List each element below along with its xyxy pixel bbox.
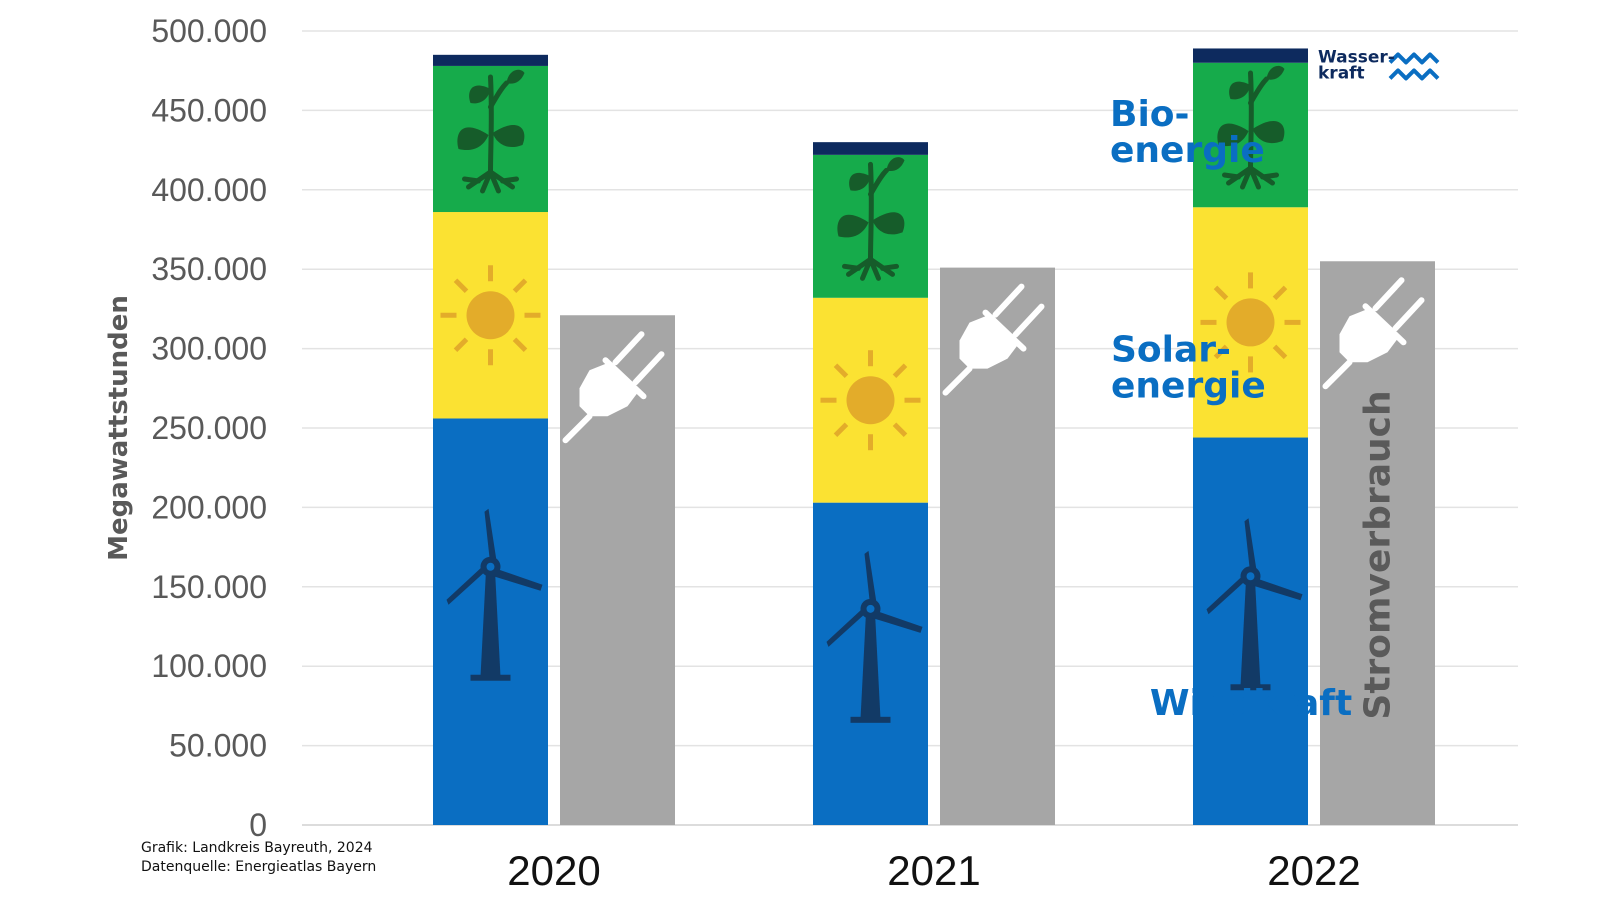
y-tick-label: 300.000 [151, 331, 267, 367]
sun-icon [441, 265, 541, 365]
y-tick-label: 150.000 [151, 569, 267, 605]
y-tick-label: 450.000 [151, 92, 267, 128]
y-tick-label: 50.000 [169, 728, 267, 764]
y-tick-label: 250.000 [151, 410, 267, 446]
bar-wasserkraft-2021 [813, 142, 928, 155]
y-tick-label: 200.000 [151, 489, 267, 525]
source-data: Datenquelle: Energieatlas Bayern [141, 859, 377, 875]
water-waves-icon [1388, 52, 1440, 81]
bar-wasserkraft-2020 [433, 54, 548, 66]
x-tick-label: 2021 [887, 847, 980, 894]
x-tick-label: 2022 [1267, 847, 1360, 894]
series-label-stromverbrauch: Stromverbrauch [1358, 390, 1399, 719]
x-tick-label: 2020 [507, 847, 600, 894]
y-tick-label: 0 [249, 807, 267, 843]
y-tick-label: 100.000 [151, 648, 267, 684]
y-tick-label: 400.000 [151, 172, 267, 208]
source-credit: Grafik: Landkreis Bayreuth, 2024 [141, 840, 373, 856]
bar-wasserkraft-2022 [1193, 48, 1308, 63]
sun-icon [821, 350, 921, 450]
series-label-wasserkraft: Wasser-kraft [1318, 47, 1395, 83]
series-label-windkraft: Windkraft [1150, 683, 1352, 724]
series-label-solarenergie: Solar-energie [1111, 329, 1266, 406]
y-tick-label: 500.000 [151, 13, 267, 49]
y-axis-title: Megawattstunden [104, 295, 134, 561]
series-label-bioenergie: Bio-energie [1110, 94, 1265, 171]
y-tick-label: 350.000 [151, 251, 267, 287]
